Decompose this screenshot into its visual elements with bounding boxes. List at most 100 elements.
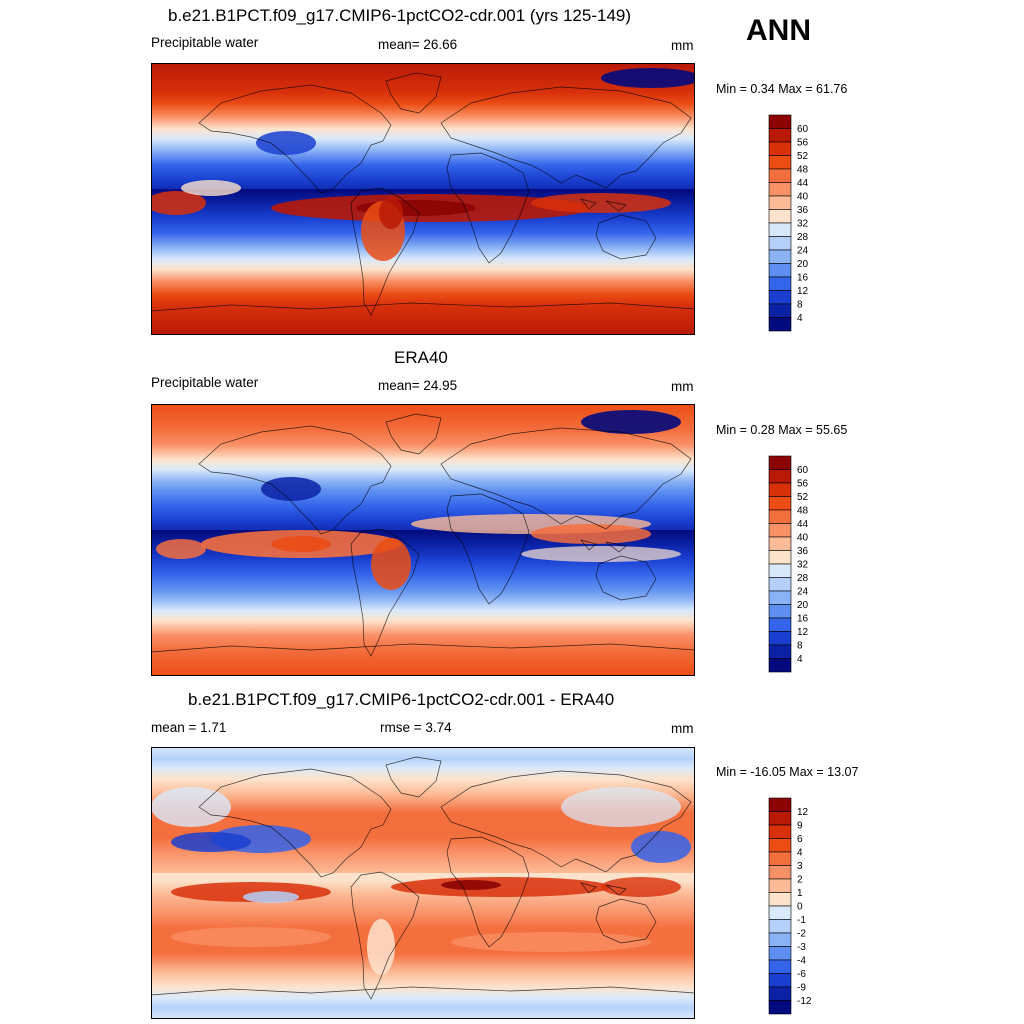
colorbar-label: 4 bbox=[797, 848, 803, 859]
colorbar-swatch bbox=[768, 932, 792, 947]
colorbar-swatch bbox=[768, 222, 792, 237]
colorbar-label: 16 bbox=[797, 614, 809, 625]
colorbar-label: 40 bbox=[797, 533, 809, 544]
colorbar-label: 6 bbox=[797, 834, 803, 845]
colorbar-label: 12 bbox=[797, 807, 809, 818]
colorbar-label: 60 bbox=[797, 124, 809, 135]
colorbar-label: -9 bbox=[797, 983, 806, 994]
colorbar-label: 3 bbox=[797, 861, 803, 872]
colorbar-swatch bbox=[768, 317, 792, 332]
colorbar-label: 24 bbox=[797, 587, 809, 598]
colorbar-swatch bbox=[768, 946, 792, 961]
colorbar-swatch bbox=[768, 236, 792, 251]
colorbar-label: 12 bbox=[797, 286, 809, 297]
colorbar-label: 40 bbox=[797, 192, 809, 203]
colorbar-swatch bbox=[768, 563, 792, 578]
colorbar-swatch bbox=[768, 919, 792, 934]
colorbar-swatch bbox=[768, 865, 792, 880]
colorbar-label: 32 bbox=[797, 219, 809, 230]
panel-1-units: mm bbox=[671, 38, 694, 53]
colorbar-label: 56 bbox=[797, 138, 809, 149]
colorbar-swatch bbox=[768, 658, 792, 673]
panel-2-map bbox=[151, 404, 695, 676]
colorbar-label: 16 bbox=[797, 273, 809, 284]
colorbar-swatch bbox=[768, 824, 792, 839]
colorbar-swatch bbox=[768, 249, 792, 264]
colorbar-swatch bbox=[768, 617, 792, 632]
colorbar-swatch bbox=[768, 469, 792, 484]
colorbar-swatch bbox=[768, 276, 792, 291]
colorbar-label: 60 bbox=[797, 465, 809, 476]
colorbar-swatch bbox=[768, 290, 792, 305]
colorbar-swatch bbox=[768, 973, 792, 988]
colorbar-swatch bbox=[768, 851, 792, 866]
colorbar-label: -3 bbox=[797, 942, 806, 953]
colorbar-label: 36 bbox=[797, 205, 809, 216]
colorbar-swatch bbox=[768, 550, 792, 565]
colorbar-label: 20 bbox=[797, 259, 809, 270]
colorbar-swatch bbox=[768, 797, 792, 812]
colorbar-swatch bbox=[768, 590, 792, 605]
colorbar-label: 28 bbox=[797, 232, 809, 243]
colorbar-label: -1 bbox=[797, 915, 806, 926]
colorbar-label: 32 bbox=[797, 560, 809, 571]
colorbar-swatch bbox=[768, 155, 792, 170]
colorbar-label: 4 bbox=[797, 654, 803, 665]
colorbar-label: -6 bbox=[797, 969, 806, 980]
panel-2-title: ERA40 bbox=[394, 348, 448, 367]
colorbar-label: 48 bbox=[797, 165, 809, 176]
colorbar-label: 8 bbox=[797, 641, 803, 652]
colorbar-label: -12 bbox=[797, 996, 812, 1007]
colorbar-label: -4 bbox=[797, 956, 806, 967]
colorbar-label: 20 bbox=[797, 600, 809, 611]
colorbar-swatch bbox=[768, 577, 792, 592]
panel-1-map bbox=[151, 63, 695, 335]
colorbar-swatch bbox=[768, 536, 792, 551]
colorbar-label: 56 bbox=[797, 479, 809, 490]
colorbar-label: 8 bbox=[797, 300, 803, 311]
panel-3-rmse-label: rmse = 3.74 bbox=[380, 720, 452, 735]
panel-3-colorbar: 12 9 6 4 3 2 1 0 -1 -2 -3 -4 -6 -9 -12 bbox=[768, 797, 812, 1015]
colorbar-label: 36 bbox=[797, 546, 809, 557]
colorbar-label: 52 bbox=[797, 492, 809, 503]
colorbar-swatch bbox=[768, 128, 792, 143]
panel-3-title: b.e21.B1PCT.f09_g17.CMIP6-1pctCO2-cdr.00… bbox=[188, 690, 615, 709]
colorbar-label: 52 bbox=[797, 151, 809, 162]
season-label: ANN bbox=[746, 14, 811, 47]
panel-2-left-label: Precipitable water bbox=[151, 375, 259, 390]
panel-3-minmax: Min = -16.05 Max = 13.07 bbox=[716, 765, 859, 779]
panel-1-title: b.e21.B1PCT.f09_g17.CMIP6-1pctCO2-cdr.00… bbox=[168, 6, 632, 25]
colorbar-label: 4 bbox=[797, 313, 803, 324]
colorbar-swatch bbox=[768, 523, 792, 538]
panel-2-colorbar: 60 56 52 48 44 40 36 32 28 24 20 16 12 8 4 bbox=[768, 455, 809, 673]
colorbar-label: 0 bbox=[797, 902, 803, 913]
colorbar-label: -2 bbox=[797, 929, 806, 940]
colorbar-swatch bbox=[768, 114, 792, 129]
panel-3-map bbox=[151, 747, 695, 1019]
colorbar-swatch bbox=[768, 455, 792, 470]
colorbar-swatch bbox=[768, 604, 792, 619]
colorbar-swatch bbox=[768, 168, 792, 183]
colorbar-swatch bbox=[768, 263, 792, 278]
colorbar-label: 12 bbox=[797, 627, 809, 638]
colorbar-swatch bbox=[768, 303, 792, 318]
panel-2-units: mm bbox=[671, 379, 694, 394]
panel-1-colorbar: 60 56 52 48 44 40 36 32 28 24 20 16 12 8 4 bbox=[768, 114, 809, 332]
colorbar-swatch bbox=[768, 838, 792, 853]
colorbar-swatch bbox=[768, 959, 792, 974]
panel-1-mean-label: mean= 26.66 bbox=[378, 37, 458, 52]
panel-1-minmax: Min = 0.34 Max = 61.76 bbox=[716, 82, 848, 96]
colorbar-swatch bbox=[768, 811, 792, 826]
colorbar-label: 9 bbox=[797, 821, 803, 832]
colorbar-swatch bbox=[768, 509, 792, 524]
panel-3-units: mm bbox=[671, 721, 694, 736]
colorbar-swatch bbox=[768, 195, 792, 210]
colorbar-swatch bbox=[768, 905, 792, 920]
colorbar-swatch bbox=[768, 892, 792, 907]
panel-2-mean-label: mean= 24.95 bbox=[378, 378, 458, 393]
colorbar-label: 28 bbox=[797, 573, 809, 584]
colorbar-swatch bbox=[768, 209, 792, 224]
panel-3-mean-label: mean = 1.71 bbox=[151, 720, 227, 735]
panel-1-left-label: Precipitable water bbox=[151, 35, 259, 50]
colorbar-label: 44 bbox=[797, 519, 809, 530]
